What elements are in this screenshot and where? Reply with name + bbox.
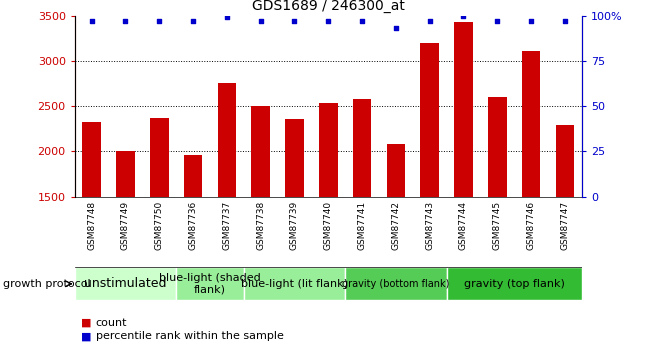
Text: GSM87749: GSM87749 bbox=[121, 201, 130, 250]
Text: GSM87742: GSM87742 bbox=[391, 201, 400, 250]
Text: GSM87739: GSM87739 bbox=[290, 201, 299, 250]
Bar bbox=[244, 267, 345, 300]
Text: GSM87747: GSM87747 bbox=[560, 201, 569, 250]
Point bbox=[188, 18, 198, 24]
Bar bbox=[150, 118, 168, 197]
Bar bbox=[345, 267, 447, 300]
Bar bbox=[83, 122, 101, 197]
Text: blue-light (shaded
flank): blue-light (shaded flank) bbox=[159, 273, 261, 295]
Bar bbox=[421, 43, 439, 197]
Bar bbox=[285, 119, 304, 197]
Bar bbox=[252, 106, 270, 197]
Text: GSM87736: GSM87736 bbox=[188, 201, 198, 250]
Bar bbox=[522, 51, 540, 197]
Text: unstimulated: unstimulated bbox=[84, 277, 166, 290]
Text: GSM87745: GSM87745 bbox=[493, 201, 502, 250]
Point bbox=[86, 18, 97, 24]
Text: GSM87748: GSM87748 bbox=[87, 201, 96, 250]
Text: GSM87744: GSM87744 bbox=[459, 201, 468, 250]
Bar bbox=[218, 82, 236, 197]
Point bbox=[289, 18, 300, 24]
Text: gravity (top flank): gravity (top flank) bbox=[463, 279, 565, 289]
Point bbox=[492, 18, 502, 24]
Point bbox=[424, 18, 435, 24]
Bar bbox=[319, 104, 337, 197]
Point bbox=[120, 18, 131, 24]
Point bbox=[560, 18, 570, 24]
Text: GSM87741: GSM87741 bbox=[358, 201, 367, 250]
Bar bbox=[556, 125, 574, 197]
Point bbox=[458, 13, 469, 18]
Bar bbox=[488, 97, 506, 197]
Text: growth protocol: growth protocol bbox=[3, 279, 91, 289]
Bar bbox=[116, 151, 135, 197]
Text: GSM87740: GSM87740 bbox=[324, 201, 333, 250]
Text: GSM87737: GSM87737 bbox=[222, 201, 231, 250]
Text: ■: ■ bbox=[81, 318, 92, 327]
Text: percentile rank within the sample: percentile rank within the sample bbox=[96, 332, 283, 341]
Text: ■: ■ bbox=[81, 332, 92, 341]
Text: GSM87750: GSM87750 bbox=[155, 201, 164, 250]
Bar bbox=[353, 99, 371, 197]
Title: GDS1689 / 246300_at: GDS1689 / 246300_at bbox=[252, 0, 405, 13]
Bar bbox=[184, 155, 202, 197]
Point bbox=[357, 18, 367, 24]
Bar bbox=[176, 267, 244, 300]
Point bbox=[255, 18, 266, 24]
Bar bbox=[75, 267, 176, 300]
Point bbox=[154, 18, 164, 24]
Text: GSM87743: GSM87743 bbox=[425, 201, 434, 250]
Text: blue-light (lit flank): blue-light (lit flank) bbox=[241, 279, 348, 289]
Bar bbox=[447, 267, 582, 300]
Text: GSM87746: GSM87746 bbox=[526, 201, 536, 250]
Bar bbox=[454, 22, 473, 197]
Text: GSM87738: GSM87738 bbox=[256, 201, 265, 250]
Text: count: count bbox=[96, 318, 127, 327]
Point bbox=[222, 14, 232, 20]
Point bbox=[526, 18, 536, 24]
Bar bbox=[387, 144, 405, 197]
Text: gravity (bottom flank): gravity (bottom flank) bbox=[342, 279, 450, 289]
Point bbox=[323, 18, 333, 24]
Point bbox=[391, 26, 401, 31]
